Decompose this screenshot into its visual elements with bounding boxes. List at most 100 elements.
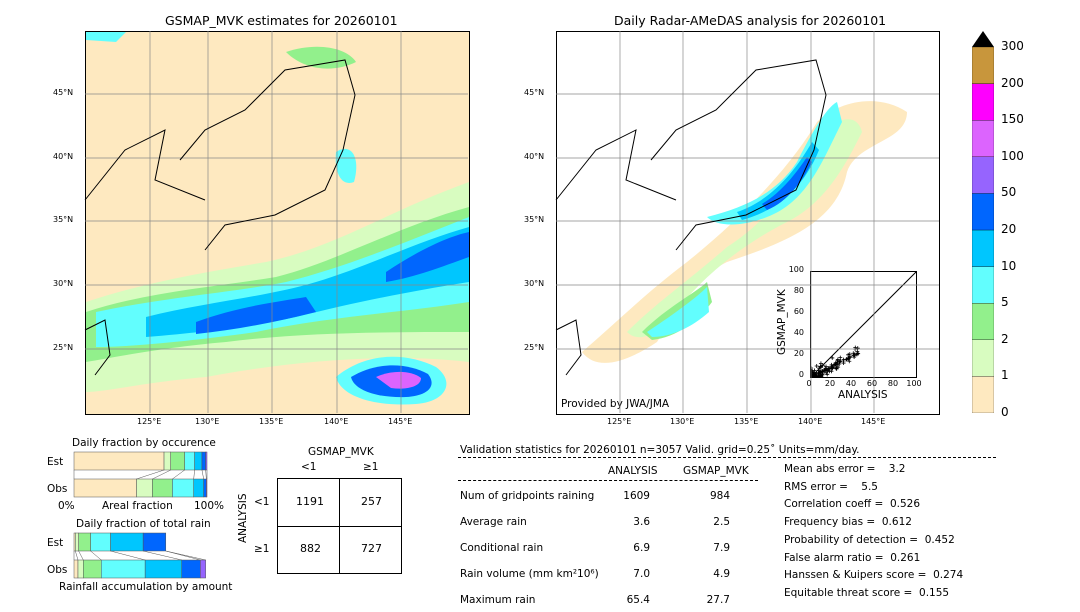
totalrain-est-label: Est <box>47 537 64 549</box>
contingency-ylabel: ANALYSIS <box>237 493 249 543</box>
lon-label: 130°E <box>670 417 695 426</box>
colorbar-graphic <box>971 31 995 414</box>
one-to-one-line <box>810 271 917 378</box>
contingency-row-0: <1 <box>254 496 270 508</box>
occurrence-est-segment <box>201 451 206 471</box>
scatter-point <box>830 355 835 360</box>
totalrain-obs-segment <box>73 559 79 579</box>
scatter-point <box>847 359 852 364</box>
scatter-point <box>838 359 843 364</box>
scatter-xtick: 80 <box>887 379 899 388</box>
lon-label: 135°E <box>734 417 759 426</box>
scatter-ytick: 60 <box>793 307 804 316</box>
totalrain-est-segment <box>75 532 79 552</box>
scatter-ytick: 80 <box>793 286 804 295</box>
colorbar-label: 10 <box>1001 258 1017 273</box>
totalrain-est-segment <box>78 532 91 552</box>
scatter-point <box>817 372 822 377</box>
lat-label: 35°N <box>524 215 545 224</box>
stat-row-gsmap: 2.5 <box>713 516 730 528</box>
scatter-point <box>841 361 846 366</box>
cell-miss: 882 <box>300 542 321 555</box>
scatter-point <box>822 367 827 372</box>
contingency-title: GSMAP_MVK <box>308 446 374 458</box>
scatter-ytick: 100 <box>788 265 804 274</box>
occurrence-est-segment <box>184 451 195 471</box>
cell-false-alarm: 257 <box>361 495 382 508</box>
stat-row-gsmap: 7.9 <box>713 542 730 554</box>
contingency-col-1: ≥1 <box>363 461 379 473</box>
occurrence-obs-label: Obs <box>47 483 68 495</box>
stat-row-label: Conditional rain <box>460 542 544 554</box>
colorbar-label: 150 <box>1001 112 1024 127</box>
colorbar-label: 20 <box>1001 222 1017 236</box>
lat-label: 30°N <box>524 279 545 288</box>
lat-label: 25°N <box>524 343 545 352</box>
occurrence-x0: 0% <box>58 500 75 512</box>
colorbar-segment <box>971 303 995 340</box>
occurrence-xlabel: Areal fraction <box>102 500 173 512</box>
scatter-point <box>835 357 840 362</box>
colorbar-label: 100 <box>1001 148 1024 163</box>
scatter-xtick: 60 <box>866 379 878 388</box>
occurrence-x1: 100% <box>194 500 225 512</box>
scatter-point <box>838 355 843 360</box>
colorbar-segment <box>971 266 995 304</box>
scatter-inset <box>809 271 917 379</box>
colorbar-label: 50 <box>1001 185 1017 200</box>
scatter-ylabel: GSMAP_MVK <box>776 289 788 355</box>
totalrain-obs-segment <box>101 559 146 579</box>
occurrence-est-segment <box>170 451 185 471</box>
totalrain-xlabel: Rainfall accumulation by amount <box>59 581 233 593</box>
occurrence-est-label: Est <box>47 456 64 468</box>
lon-label: 140°E <box>798 417 823 426</box>
stat-row-analysis: 3.6 <box>633 516 650 528</box>
stat-row-label: Maximum rain <box>460 594 536 606</box>
scatter-xtick: 40 <box>845 379 857 388</box>
lon-label: 125°E <box>607 417 632 426</box>
stat-row-gsmap: 4.9 <box>713 568 730 580</box>
occurrence-obs-segment <box>193 478 204 498</box>
cell-hits-neg: 1191 <box>296 495 324 508</box>
totalrain-est-segment <box>142 532 167 552</box>
scatter-point <box>834 366 839 371</box>
occurrence-est-segment <box>163 451 171 471</box>
colorbar-segment <box>971 193 995 231</box>
score-line: Equitable threat score = 0.155 <box>784 586 950 599</box>
score-line: Mean abs error = 3.2 <box>784 463 906 475</box>
stat-row-analysis: 6.9 <box>633 542 650 554</box>
colorbar-label: 300 <box>1001 39 1024 53</box>
colorbar-segment <box>971 83 995 121</box>
stat-row-analysis: 1609 <box>623 490 650 502</box>
totalrain-obs-label: Obs <box>47 564 68 576</box>
colorbar-label: 2 <box>1001 331 1009 346</box>
cell-hit: 727 <box>361 542 382 555</box>
scatter-point <box>824 364 829 369</box>
occurrence-est-segment <box>205 451 208 471</box>
occurrence-est-segment <box>194 451 203 471</box>
scatter-point <box>814 371 819 376</box>
lat-label: 25°N <box>53 343 74 352</box>
gsmap-rain-field <box>86 32 469 405</box>
lon-label: 130°E <box>195 417 220 426</box>
colorbar-label: 1 <box>1001 368 1009 383</box>
scatter-point <box>812 368 817 373</box>
colorbar-segment <box>971 46 995 84</box>
colorbar-segment <box>971 376 995 414</box>
occurrence-obs-segment <box>206 478 208 498</box>
stat-row-analysis: 7.0 <box>633 568 650 580</box>
colorbar <box>971 31 995 414</box>
occurrence-obs-segment <box>172 478 194 498</box>
totalrain-est-segment <box>90 532 111 552</box>
gsmap-map <box>85 31 470 415</box>
scatter-point <box>844 357 849 362</box>
lat-label: 45°N <box>53 88 74 97</box>
stats-header: Validation statistics for 20260101 n=305… <box>460 444 860 456</box>
scatter-point <box>830 366 835 371</box>
contingency-table: 1191 257 882 727 <box>277 478 402 574</box>
scatter-point <box>816 370 821 375</box>
scatter-xtick: 0 <box>806 379 812 388</box>
lat-label: 30°N <box>53 279 74 288</box>
colorbar-label: 0 <box>1001 405 1009 419</box>
data-credit: Provided by JWA/JMA <box>561 398 670 410</box>
